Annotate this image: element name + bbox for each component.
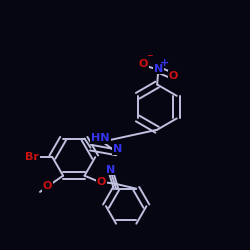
Text: N: N: [106, 164, 116, 174]
Text: O: O: [139, 58, 148, 68]
Text: O: O: [168, 71, 178, 81]
Text: +: +: [160, 58, 169, 68]
Text: ⁻: ⁻: [146, 52, 152, 65]
Text: N: N: [113, 144, 122, 154]
Text: O: O: [96, 177, 106, 187]
Text: HN: HN: [91, 133, 110, 143]
Text: O: O: [43, 181, 52, 191]
Text: Br: Br: [25, 152, 39, 162]
Text: N: N: [154, 64, 164, 74]
